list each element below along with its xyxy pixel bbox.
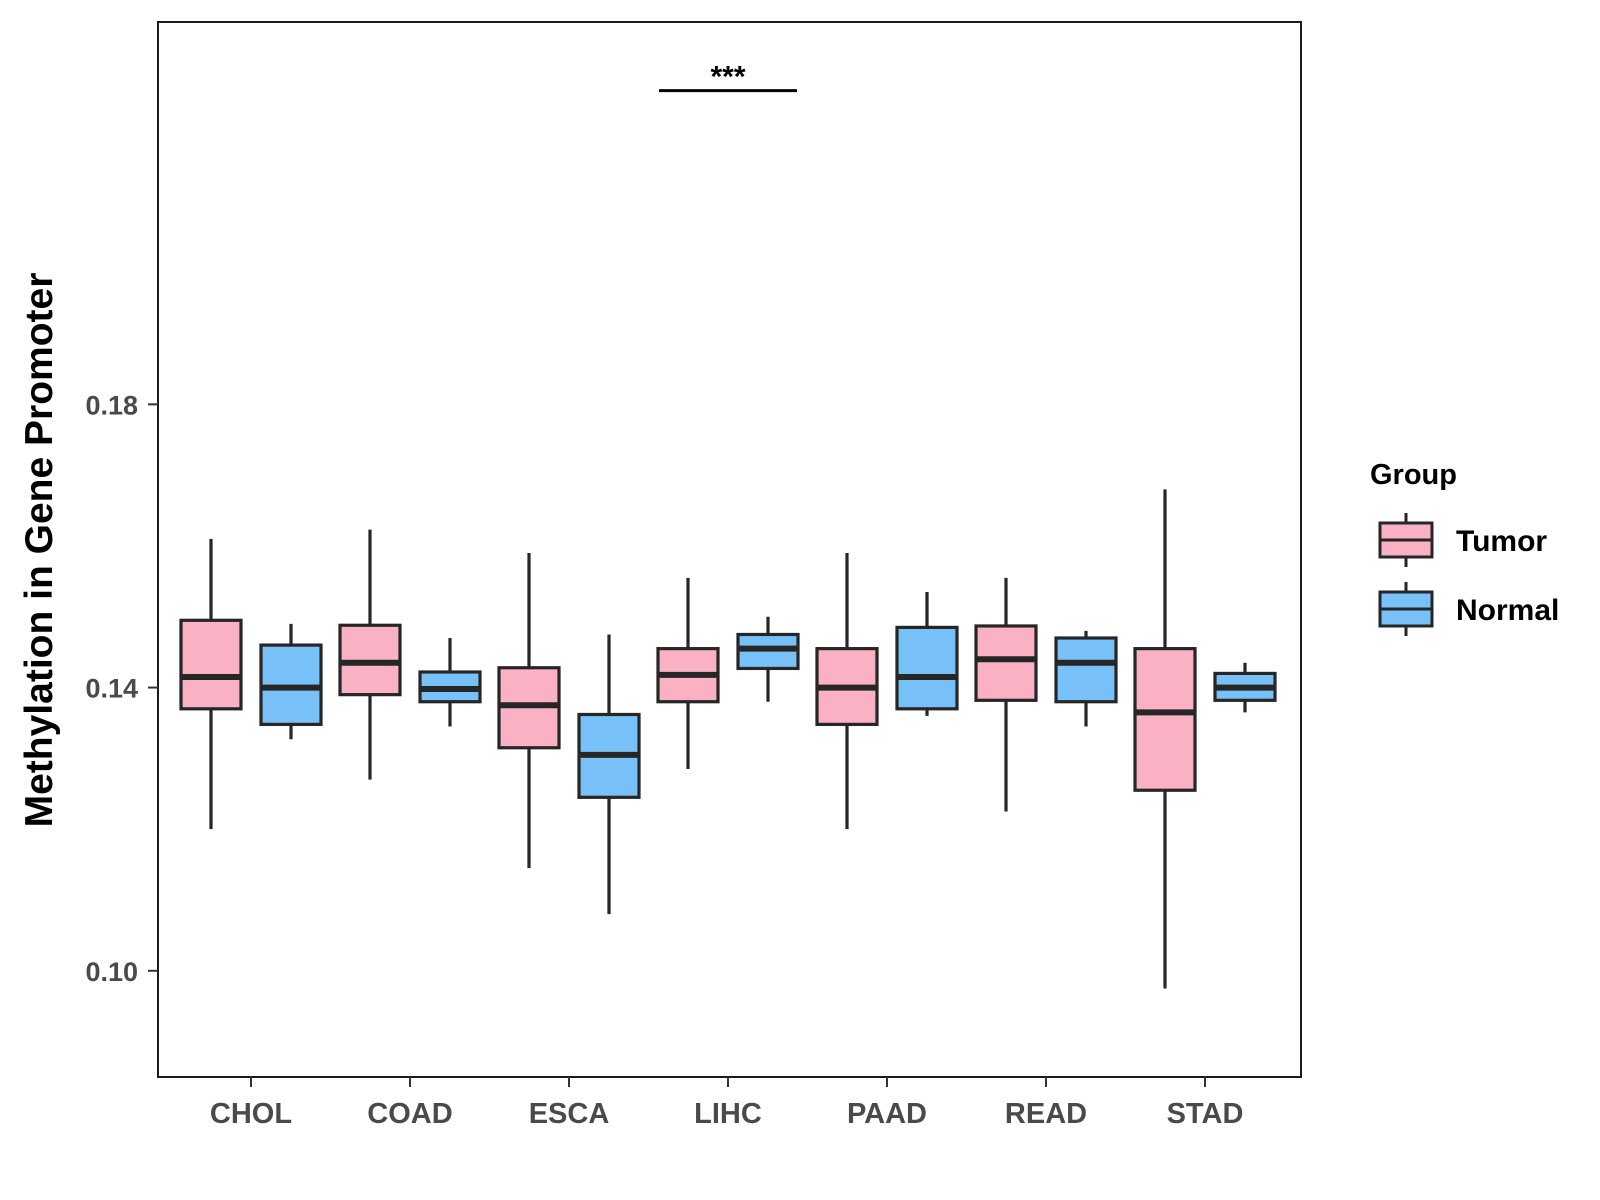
- box-body: [1054, 636, 1118, 704]
- box-tumor-chol: [179, 538, 243, 830]
- y-tick-label: 0.18: [85, 390, 138, 420]
- box-body: [895, 625, 959, 711]
- x-tick-label: CHOL: [210, 1098, 292, 1130]
- legend-title: Group: [1370, 459, 1457, 491]
- y-tick-label: 0.10: [85, 957, 138, 987]
- box-normal-coad: [418, 638, 482, 727]
- box-tumor-paad: [815, 553, 879, 830]
- y-axis-title: Methylation in Gene Promoter: [18, 273, 61, 828]
- legend-key-normal: Normal: [1378, 582, 1559, 636]
- legend-label: Tumor: [1456, 525, 1547, 558]
- legend-label: Normal: [1456, 594, 1559, 627]
- box-normal-chol: [259, 623, 323, 740]
- significance-label: ***: [710, 61, 745, 94]
- x-tick-label: LIHC: [694, 1098, 762, 1130]
- box-body: [974, 624, 1038, 702]
- box-normal-read: [1054, 630, 1118, 727]
- x-tick-label: STAD: [1167, 1098, 1244, 1130]
- y-tick-label: 0.14: [85, 674, 138, 704]
- box-tumor-stad: [1133, 489, 1197, 989]
- box-tumor-esca: [497, 553, 561, 869]
- x-tick-label: COAD: [367, 1098, 452, 1130]
- plot-panel: [157, 21, 1302, 1078]
- marks-layer: 0.10 0.14 0.18 CHOL COAD ESCA LIHC PAAD READ STAD…: [85, 61, 1277, 1130]
- box-body: [179, 618, 243, 711]
- box-normal-paad: [895, 591, 959, 716]
- box-normal-stad: [1213, 662, 1277, 713]
- box-normal-esca: [577, 634, 641, 915]
- box-tumor-lihc: [656, 577, 720, 769]
- box-tumor-read: [974, 577, 1038, 812]
- legend-keys: Tumor Normal: [1378, 513, 1559, 636]
- box-tumor-coad: [338, 529, 402, 780]
- x-tick-label: PAAD: [847, 1098, 927, 1130]
- box-normal-lihc: [736, 616, 800, 702]
- x-tick-label: READ: [1005, 1098, 1087, 1130]
- legend-key-tumor: Tumor: [1378, 513, 1547, 567]
- x-tick-label: ESCA: [529, 1098, 610, 1130]
- legend: Group Tumor Normal: [1370, 459, 1559, 636]
- box-body: [1133, 647, 1197, 792]
